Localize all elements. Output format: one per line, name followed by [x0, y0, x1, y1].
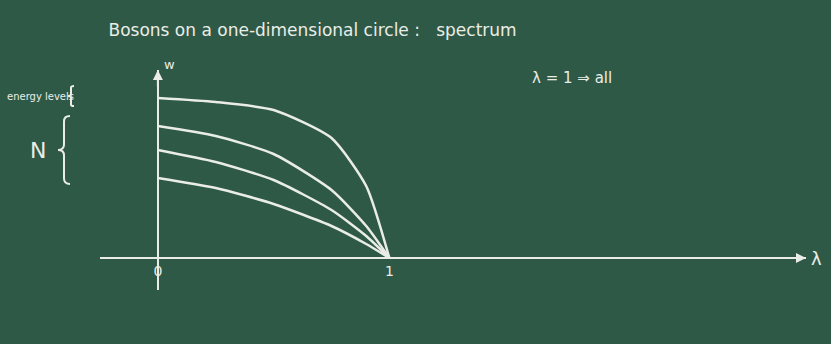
svg-text:N: N: [30, 138, 46, 163]
svg-text:λ: λ: [811, 248, 822, 269]
svg-text:w: w: [164, 57, 175, 72]
svg-text:energy levels: energy levels: [7, 91, 74, 102]
svg-text:1: 1: [385, 263, 394, 279]
svg-text:0: 0: [153, 263, 162, 279]
svg-text:λ = 1 ⇒ all: λ = 1 ⇒ all: [532, 69, 612, 87]
svg-text:Bosons on a one-dimensional ci: Bosons on a one-dimensional circle : spe…: [108, 20, 516, 40]
